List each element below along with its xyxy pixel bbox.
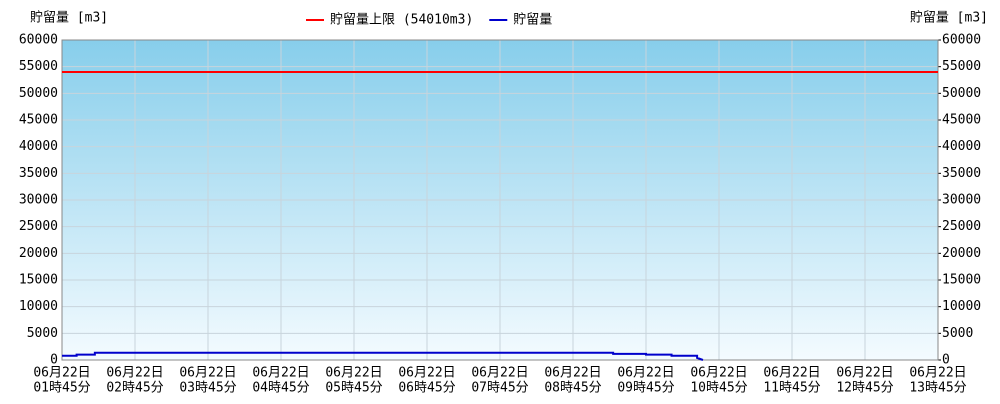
x-tick-label: 06月22日 — [398, 366, 455, 381]
legend-label: 貯留量上限 (54010m3) — [330, 13, 473, 28]
y2-tick-label: 55000 — [942, 59, 981, 74]
x-tick-label: 09時45分 — [617, 381, 674, 396]
x-tick-label: 06月22日 — [106, 366, 163, 381]
x-tick-label: 06月22日 — [617, 366, 674, 381]
x-tick-label: 06月22日 — [179, 366, 236, 381]
y-tick-label: 5000 — [27, 326, 58, 341]
x-tick-label: 06月22日 — [325, 366, 382, 381]
x-tick-label: 06月22日 — [33, 366, 90, 381]
y2-tick-label: 5000 — [942, 326, 973, 341]
x-tick-label: 12時45分 — [836, 381, 893, 396]
plot-border — [61, 39, 939, 361]
x-tick-label: 04時45分 — [252, 381, 309, 396]
y-tick-label: 25000 — [19, 219, 58, 234]
y2-tick-label: 45000 — [942, 113, 981, 128]
legend-label: 貯留量 — [513, 13, 552, 28]
y2-tick-label: 30000 — [942, 193, 981, 208]
y2-tick-label: 10000 — [942, 299, 981, 314]
y-tick-label: 50000 — [19, 86, 58, 101]
x-tick-label: 06時45分 — [398, 381, 455, 396]
x-tick-label: 01時45分 — [33, 381, 90, 396]
x-tick-label: 06月22日 — [544, 366, 601, 381]
y-tick-label: 60000 — [19, 33, 58, 48]
y-tick-label: 55000 — [19, 59, 58, 74]
series-line — [62, 351, 704, 361]
y2-tick-label: 25000 — [942, 219, 981, 234]
y2-tick-label: 60000 — [942, 33, 981, 48]
y-tick-label: 10000 — [19, 299, 58, 314]
y2-tick-label: 40000 — [942, 139, 981, 154]
y-tick-label: 40000 — [19, 139, 58, 154]
y-tick-label: 45000 — [19, 113, 58, 128]
x-tick-label: 06月22日 — [836, 366, 893, 381]
y2-tick-label: 0 — [942, 353, 950, 368]
x-tick-label: 06月22日 — [690, 366, 747, 381]
x-tick-label: 06月22日 — [909, 366, 966, 381]
y-tick-label: 30000 — [19, 193, 58, 208]
y-axis-label: 貯留量 [m3] — [30, 11, 108, 26]
x-tick-label: 06月22日 — [471, 366, 528, 381]
y2-tick-label: 20000 — [942, 246, 981, 261]
y-tick-label: 15000 — [19, 273, 58, 288]
x-tick-label: 08時45分 — [544, 381, 601, 396]
x-tick-label: 03時45分 — [179, 381, 236, 396]
y2-tick-label: 15000 — [942, 273, 981, 288]
x-tick-label: 05時45分 — [325, 381, 382, 396]
x-tick-label: 06月22日 — [252, 366, 309, 381]
y-tick-label: 20000 — [19, 246, 58, 261]
y-tick-label: 0 — [50, 353, 58, 368]
x-tick-label: 06月22日 — [763, 366, 820, 381]
x-tick-label: 07時45分 — [471, 381, 528, 396]
y2-tick-label: 35000 — [942, 166, 981, 181]
x-tick-label: 02時45分 — [106, 381, 163, 396]
x-tick-label: 11時45分 — [763, 381, 820, 396]
y2-axis-label: 貯留量 [m3] — [910, 11, 988, 26]
y-tick-label: 35000 — [19, 166, 58, 181]
x-tick-label: 10時45分 — [690, 381, 747, 396]
y2-tick-label: 50000 — [942, 86, 981, 101]
x-tick-label: 13時45分 — [909, 381, 966, 396]
